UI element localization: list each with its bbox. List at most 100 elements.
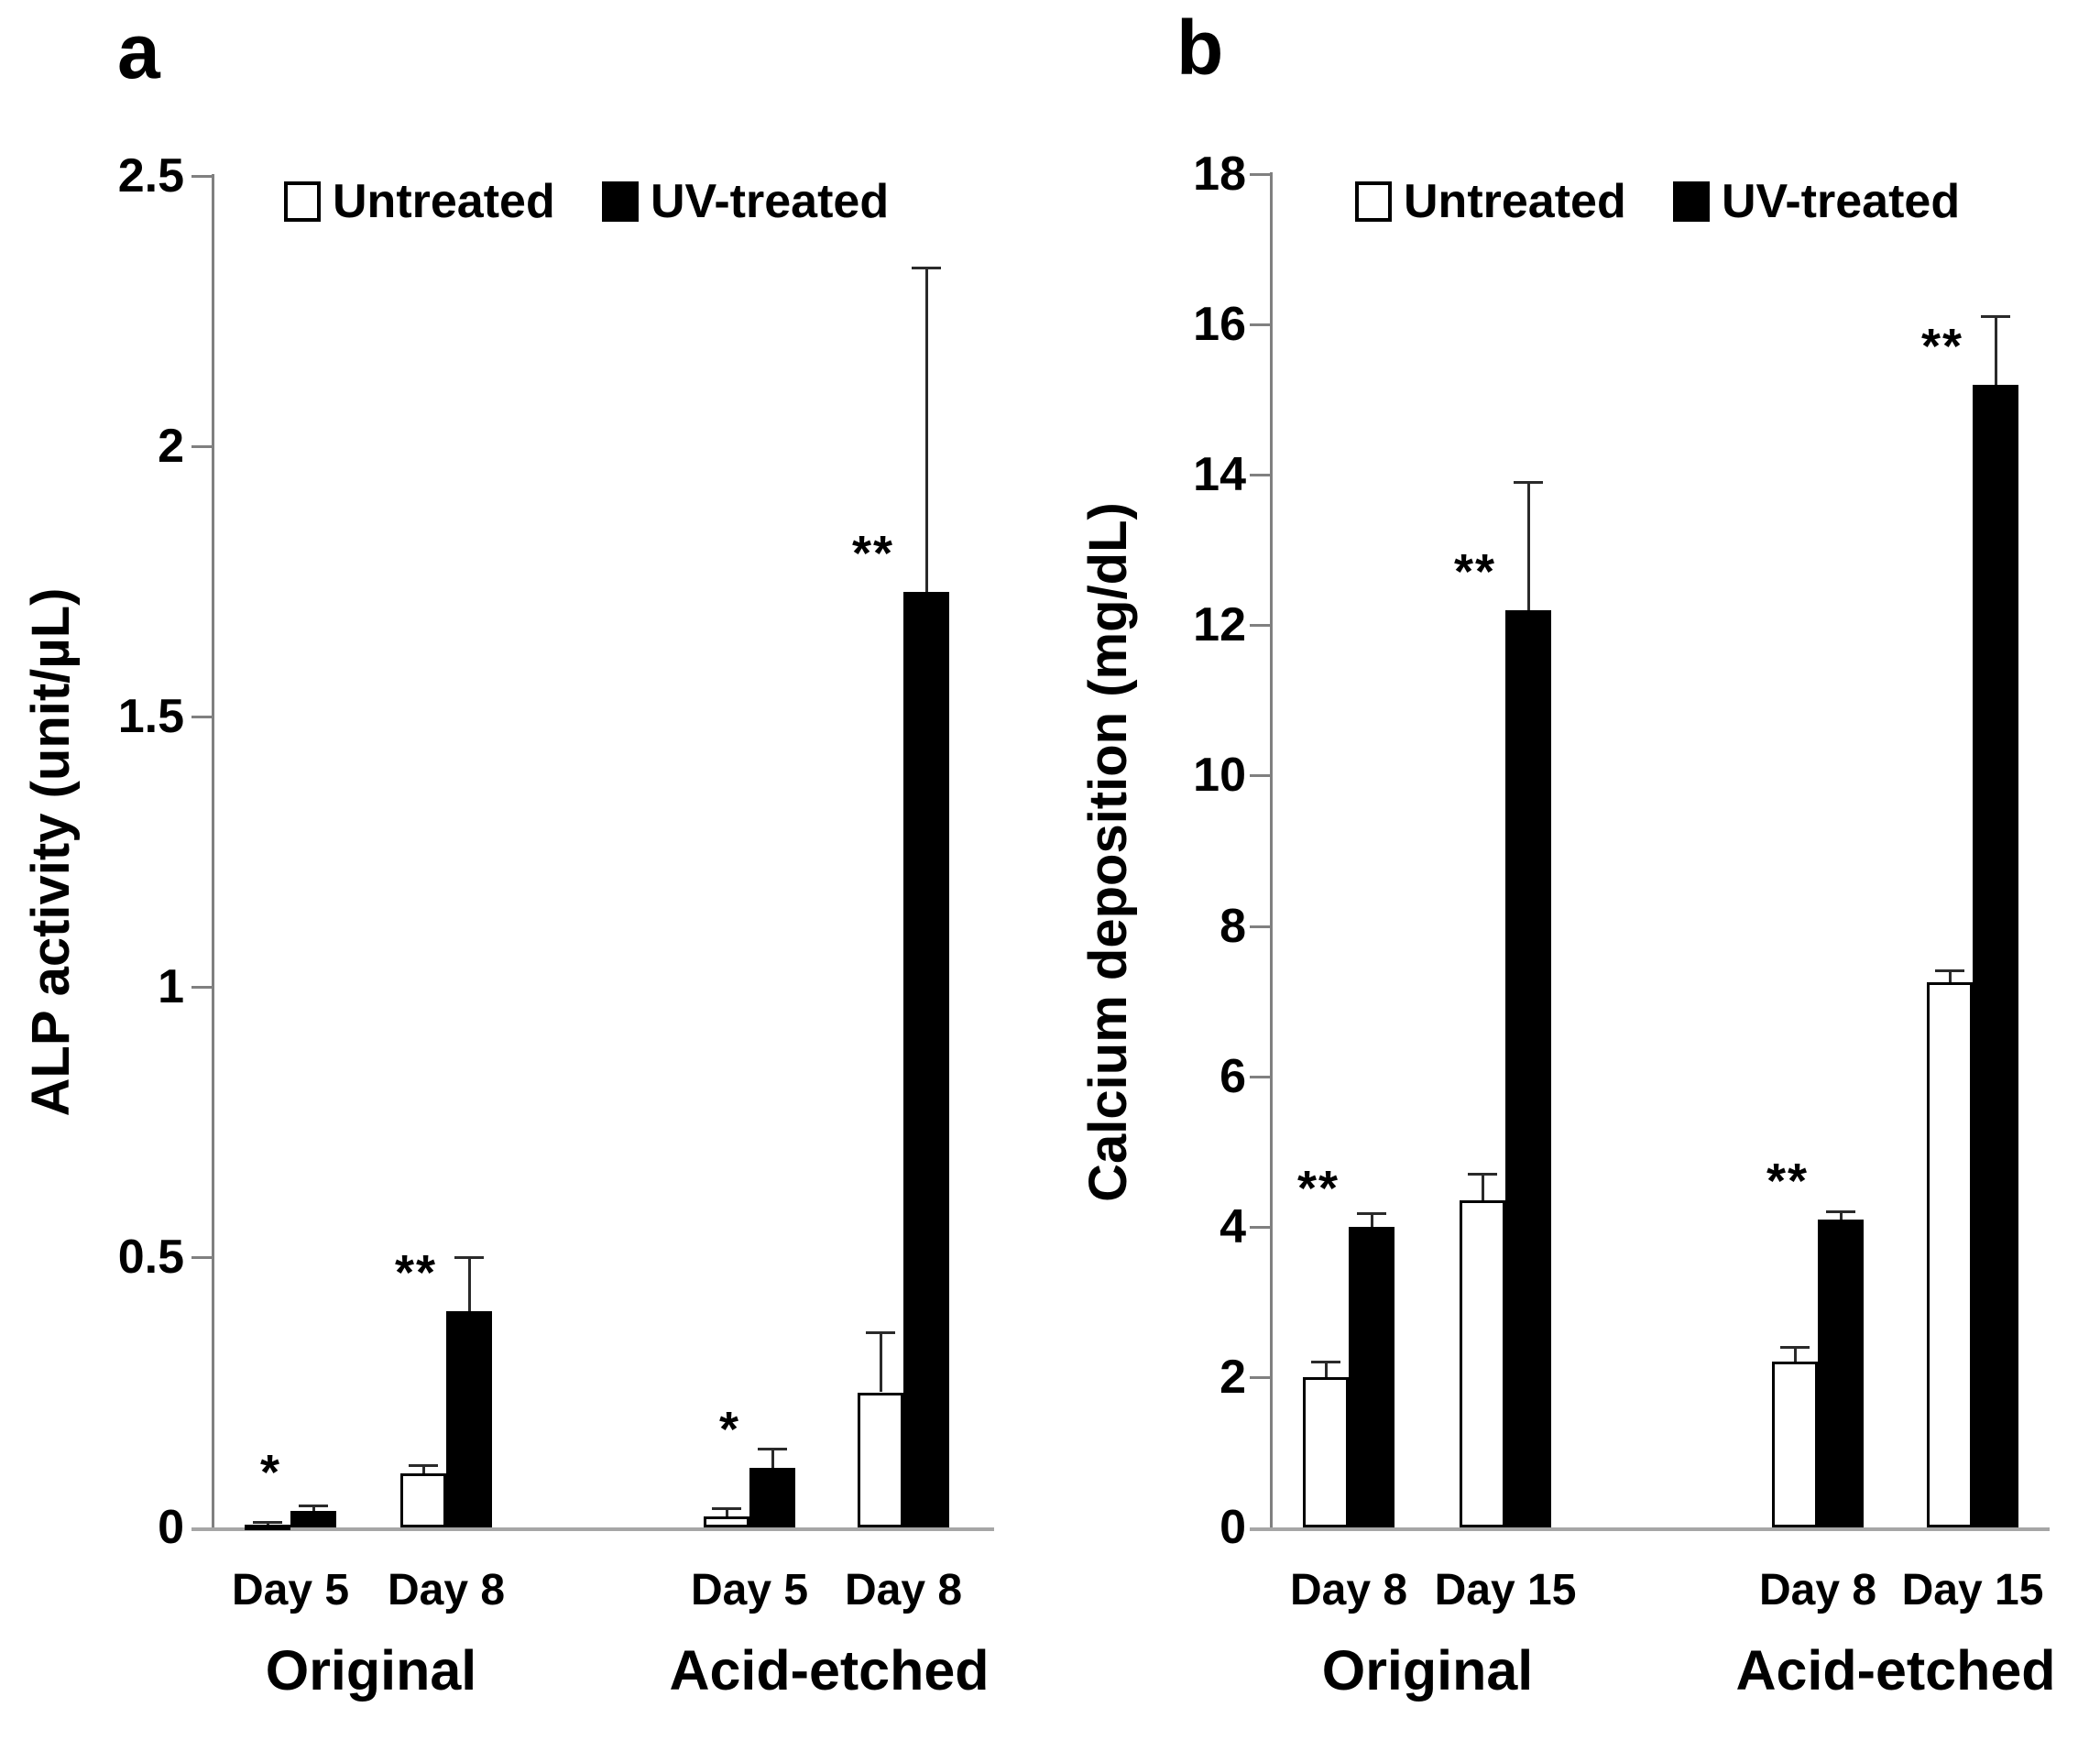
error-bar-cap: [912, 266, 941, 269]
y-tick-label: 4: [1220, 1199, 1246, 1253]
error-bar-cap: [1981, 315, 2010, 319]
error-bar-cap: [1780, 1345, 1810, 1349]
error-bar-line: [421, 1465, 425, 1473]
error-bar-line: [725, 1508, 728, 1517]
error-bar-line: [879, 1332, 882, 1393]
panel-a-y-axis-title: ALP activity (unit/µL): [21, 587, 81, 1117]
untreated-swatch-icon: [1355, 181, 1392, 222]
y-tick-mark: [191, 175, 212, 178]
y-tick-label: 2: [1220, 1350, 1246, 1404]
y-tick-label: 0.5: [117, 1231, 184, 1284]
y-tick-mark: [1250, 474, 1270, 477]
y-tick-label: 2.5: [117, 149, 184, 202]
legend-label: Untreated: [1404, 175, 1626, 228]
y-tick-label: 16: [1193, 298, 1246, 352]
bar-untreated: [704, 1516, 749, 1527]
error-bar-cap: [1935, 969, 1964, 973]
bar-untreated: [1303, 1376, 1349, 1527]
y-tick-mark: [191, 445, 212, 448]
panel-b-letter: b: [1176, 5, 1224, 91]
y-tick-mark: [1250, 172, 1270, 176]
group-label: Acid-etched: [669, 1639, 990, 1702]
y-tick-label: 6: [1220, 1049, 1246, 1103]
y-tick-mark: [1250, 1375, 1270, 1379]
bar-untreated: [1460, 1200, 1505, 1527]
bar-untreated: [245, 1525, 290, 1531]
error-bar-cap: [253, 1520, 282, 1524]
error-bar-line: [1994, 316, 1997, 385]
bar-uv-treated: [1818, 1219, 1864, 1527]
legend-item-uv-treated: UV-treated: [602, 175, 890, 228]
error-bar-line: [312, 1505, 315, 1512]
error-bar-line: [1793, 1347, 1797, 1362]
y-tick-mark: [191, 986, 212, 989]
error-bar-cap: [866, 1331, 895, 1335]
untreated-swatch-icon: [284, 181, 321, 222]
legend-label: UV-treated: [651, 175, 890, 228]
error-bar-cap: [712, 1506, 741, 1510]
x-axis-line: [1250, 1527, 2050, 1531]
y-tick-mark: [191, 1256, 212, 1259]
bar-uv-treated: [1505, 609, 1551, 1527]
error-bar-cap: [409, 1463, 438, 1467]
y-axis-line: [212, 174, 214, 1527]
error-bar-line: [771, 1449, 774, 1469]
day-label: Day 8: [844, 1566, 963, 1614]
error-bar-line: [467, 1257, 471, 1311]
y-tick-mark: [1250, 1075, 1270, 1078]
y-tick-label: 2: [158, 420, 184, 473]
error-bar-cap: [1826, 1209, 1855, 1213]
error-bar-cap: [1468, 1172, 1497, 1176]
bar-untreated: [400, 1473, 446, 1527]
y-axis-line: [1270, 172, 1273, 1527]
x-axis-line: [191, 1527, 994, 1531]
bar-uv-treated: [1973, 384, 2018, 1527]
significance-marker: **: [394, 1245, 437, 1300]
y-tick-label: 12: [1193, 598, 1246, 652]
y-tick-label: 18: [1193, 147, 1246, 201]
legend-item-untreated: Untreated: [1355, 175, 1626, 228]
error-bar-cap: [758, 1447, 787, 1450]
uv-treated-swatch-icon: [602, 181, 639, 222]
significance-marker: **: [1920, 318, 1963, 374]
y-tick-label: 14: [1193, 448, 1246, 502]
bar-uv-treated: [290, 1511, 336, 1527]
legend-item-untreated: Untreated: [284, 178, 555, 225]
bar-uv-treated: [903, 592, 949, 1527]
significance-marker: **: [851, 526, 894, 582]
y-tick-label: 8: [1220, 899, 1246, 953]
error-bar-line: [924, 268, 928, 593]
bar-uv-treated: [1349, 1226, 1395, 1527]
error-bar-line: [1324, 1362, 1328, 1377]
error-bar-line: [1948, 970, 1952, 983]
day-label: Day 5: [231, 1566, 350, 1614]
bar-uv-treated: [749, 1468, 795, 1527]
y-tick-label: 0: [1220, 1501, 1246, 1554]
panel-a-letter: a: [117, 8, 160, 94]
group-label: Original: [1321, 1639, 1534, 1702]
bar-untreated: [1927, 982, 1973, 1527]
y-tick-label: 1: [158, 960, 184, 1013]
y-tick-mark: [191, 716, 212, 718]
significance-marker: **: [1766, 1153, 1809, 1209]
day-label: Day 5: [690, 1566, 809, 1614]
day-label: Day 8: [387, 1566, 506, 1614]
legend-label: UV-treated: [1722, 175, 1961, 228]
y-tick-label: 0: [158, 1501, 184, 1554]
error-bar-cap: [1514, 480, 1543, 484]
day-label: Day 8: [1758, 1566, 1877, 1614]
group-label: Acid-etched: [1735, 1639, 2056, 1702]
y-tick-mark: [1250, 925, 1270, 928]
uv-treated-swatch-icon: [1673, 181, 1710, 222]
significance-marker: *: [259, 1445, 281, 1501]
bar-uv-treated: [446, 1311, 492, 1527]
y-tick-label: 1.5: [117, 690, 184, 743]
day-label: Day 15: [1901, 1566, 2044, 1614]
significance-marker: **: [1296, 1160, 1340, 1216]
significance-marker: **: [1453, 543, 1496, 599]
group-label: Original: [265, 1639, 477, 1702]
error-bar-line: [1481, 1174, 1484, 1201]
day-label: Day 15: [1434, 1566, 1577, 1614]
error-bar-line: [1526, 482, 1530, 610]
